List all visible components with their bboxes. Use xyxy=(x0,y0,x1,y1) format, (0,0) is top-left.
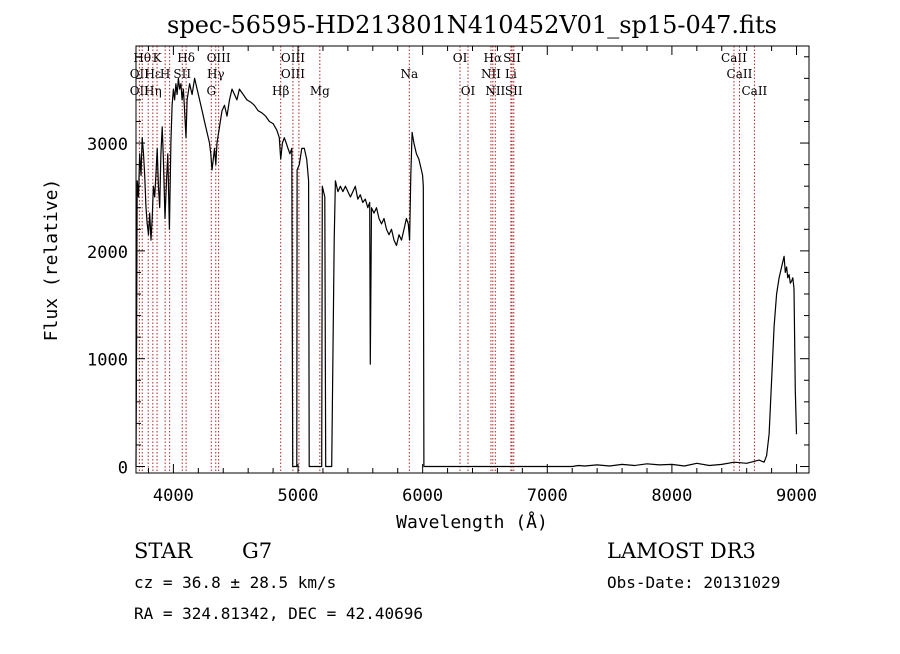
spectral-line-label: Hδ xyxy=(177,51,195,65)
spectral-line-label: Hγ xyxy=(207,67,225,81)
spectral-line-label: Mg xyxy=(310,84,330,98)
spectral-line-label: Li xyxy=(505,67,517,81)
spectral-line-label: Na xyxy=(400,67,418,81)
object-class: STAR xyxy=(134,539,193,563)
y-tick-label: 1000 xyxy=(87,351,128,371)
spectral-line-label: Hε xyxy=(144,67,161,81)
x-axis-label: Wavelength (Å) xyxy=(396,511,548,533)
coordinates-info: RA = 324.81342, DEC = 42.40696 xyxy=(134,604,423,623)
spectral-line-label: NII xyxy=(481,67,501,81)
spectral-line-label: SII xyxy=(503,51,521,65)
x-tick-label: 4000 xyxy=(153,486,194,506)
spectral-line-label: OIII xyxy=(207,51,231,65)
spectrum-line xyxy=(135,77,798,468)
chart-title: spec-56595-HD213801N410452V01_sp15-047.f… xyxy=(167,11,777,39)
spectral-line-label: SII xyxy=(505,84,523,98)
observation-date: Obs-Date: 20131029 xyxy=(607,573,780,592)
spectral-line-label: OII xyxy=(130,67,150,81)
y-tick-label: 2000 xyxy=(87,243,128,263)
spectral-line-label: OI xyxy=(461,84,476,98)
spectral-line-label: G xyxy=(206,84,216,98)
spectral-line-label: CaII xyxy=(741,84,767,98)
spectral-line-label: K xyxy=(153,51,163,65)
spectral-line-label: CaII xyxy=(721,51,747,65)
x-tick-label: 5000 xyxy=(278,486,319,506)
spectral-line-label: Hα xyxy=(484,51,503,65)
spectral-line-label: Hη xyxy=(144,84,162,98)
object-subclass: G7 xyxy=(242,539,272,563)
x-tick-label: 6000 xyxy=(402,486,443,506)
spectral-line-label: Hβ xyxy=(272,84,289,98)
spectral-line-label: OIII xyxy=(281,51,305,65)
x-tick-label: 9000 xyxy=(776,486,817,506)
spectral-line-label: OI xyxy=(453,51,468,65)
spectral-line-label: SII xyxy=(173,67,191,81)
y-axis-label: Flux (relative) xyxy=(41,179,62,342)
x-tick-label: 8000 xyxy=(651,486,692,506)
spectral-line-label: CaII xyxy=(727,67,753,81)
spectral-line-label: Hθ xyxy=(133,51,151,65)
plot-frame xyxy=(135,45,810,474)
spectral-line-label: NII xyxy=(485,84,505,98)
survey-name: LAMOST DR3 xyxy=(607,539,756,563)
y-tick-label: 0 xyxy=(118,459,128,479)
x-tick-label: 7000 xyxy=(527,486,568,506)
spectral-line-label: OIII xyxy=(281,67,305,81)
redshift-info: cz = 36.8 ± 28.5 km/s xyxy=(134,573,336,592)
spectral-line-label: OII xyxy=(130,84,150,98)
y-tick-label: 3000 xyxy=(87,135,128,155)
spectral-line-label: H xyxy=(160,67,170,81)
